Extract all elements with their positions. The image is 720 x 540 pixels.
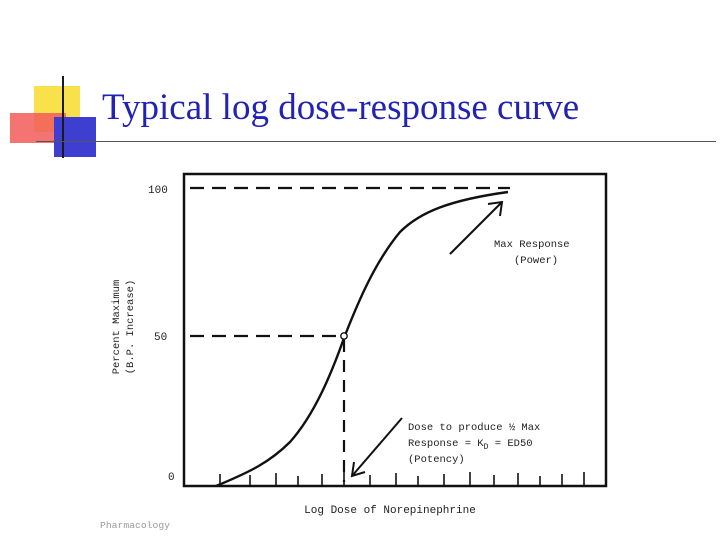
x-axis-ticks (219, 472, 585, 486)
annotation-ed50-subscript: D (484, 443, 489, 452)
title-underline (36, 141, 716, 142)
ed50-point (340, 332, 348, 340)
y-axis-label-line1: Percent Maximum (111, 280, 123, 375)
annotation-ed50-line2: Response = KD = ED50 (408, 438, 533, 452)
ed50-arrow (350, 417, 403, 478)
y-tick-100: 100 (148, 185, 168, 197)
annotation-max-line2: (Power) (514, 255, 558, 267)
y-axis-label-line2: (B.P. Increase) (125, 280, 137, 375)
x-axis-label: Log Dose of Norepinephrine (304, 505, 476, 517)
accent-square-blue (54, 117, 96, 157)
y-tick-50: 50 (154, 332, 167, 344)
footer-fragment: Pharmacology (100, 521, 171, 531)
dose-response-figure: 100 50 0 Percent Maximum (B.P. Increase) (100, 172, 608, 531)
slide-title: Typical log dose-response curve (102, 87, 580, 128)
max-response-arrow (449, 200, 504, 255)
annotation-ed50-line3: (Potency) (408, 454, 465, 466)
annotation-ed50-line1: Dose to produce ½ Max (408, 422, 540, 434)
annotation-max-line1: Max Response (494, 239, 570, 251)
plot-frame (182, 172, 608, 488)
y-tick-0: 0 (168, 472, 175, 484)
accent-vertical-line (62, 76, 64, 158)
